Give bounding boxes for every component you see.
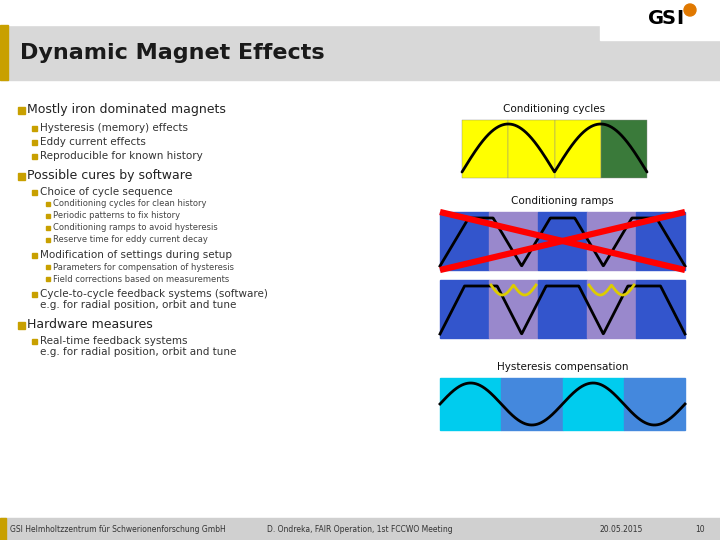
Text: Conditioning cycles for clean history: Conditioning cycles for clean history: [53, 199, 207, 208]
Bar: [562, 378, 624, 430]
Bar: [440, 378, 501, 430]
Bar: [538, 212, 587, 270]
Text: 20.05.2015: 20.05.2015: [600, 524, 644, 534]
Bar: [18, 321, 25, 328]
Bar: [32, 125, 37, 131]
Text: GSI Helmholtzzentrum für Schwerionenforschung GmbH: GSI Helmholtzzentrum für Schwerionenfors…: [10, 524, 226, 534]
Text: Dynamic Magnet Effects: Dynamic Magnet Effects: [20, 43, 325, 63]
Bar: [32, 153, 37, 159]
Bar: [46, 214, 50, 218]
Text: Eddy current effects: Eddy current effects: [40, 137, 146, 147]
Text: D. Ondreka, FAIR Operation, 1st FCCWO Meeting: D. Ondreka, FAIR Operation, 1st FCCWO Me…: [267, 524, 453, 534]
Bar: [32, 292, 37, 296]
Bar: [587, 280, 636, 338]
Bar: [600, 0, 720, 40]
Text: Hysteresis (memory) effects: Hysteresis (memory) effects: [40, 123, 188, 133]
Text: Conditioning ramps to avoid hysteresis: Conditioning ramps to avoid hysteresis: [53, 224, 217, 233]
Bar: [636, 212, 685, 270]
Bar: [32, 253, 37, 258]
Bar: [18, 106, 25, 113]
Text: Field corrections based on measurements: Field corrections based on measurements: [53, 274, 229, 284]
Bar: [32, 190, 37, 194]
Text: S: S: [662, 9, 676, 28]
Text: Cycle-to-cycle feedback systems (software): Cycle-to-cycle feedback systems (softwar…: [40, 289, 268, 299]
Text: G: G: [648, 9, 664, 28]
Bar: [0, 518, 720, 540]
Bar: [0, 25, 8, 80]
Text: Parameters for compensation of hysteresis: Parameters for compensation of hysteresi…: [53, 262, 234, 272]
Text: e.g. for radial position, orbit and tune: e.g. for radial position, orbit and tune: [40, 347, 236, 357]
Bar: [489, 280, 538, 338]
Bar: [46, 265, 50, 269]
Bar: [0, 25, 720, 80]
Text: 10: 10: [696, 524, 705, 534]
Circle shape: [684, 4, 696, 16]
Bar: [508, 120, 554, 178]
Bar: [32, 339, 37, 343]
Bar: [0, 0, 720, 25]
Bar: [32, 139, 37, 145]
Text: e.g. for radial position, orbit and tune: e.g. for radial position, orbit and tune: [40, 300, 236, 310]
Bar: [587, 212, 636, 270]
Text: Reserve time for eddy current decay: Reserve time for eddy current decay: [53, 235, 208, 245]
Bar: [600, 120, 647, 178]
Bar: [46, 238, 50, 242]
Text: I: I: [676, 9, 683, 28]
Bar: [46, 226, 50, 230]
Text: Reproducible for known history: Reproducible for known history: [40, 151, 203, 161]
Bar: [462, 120, 508, 178]
Bar: [554, 120, 600, 178]
Bar: [489, 212, 538, 270]
Bar: [636, 280, 685, 338]
Bar: [501, 378, 562, 430]
Text: Periodic patterns to fix history: Periodic patterns to fix history: [53, 212, 180, 220]
Text: Hysteresis compensation: Hysteresis compensation: [497, 362, 629, 372]
Bar: [538, 280, 587, 338]
Bar: [624, 378, 685, 430]
Bar: [440, 212, 489, 270]
Text: Possible cures by software: Possible cures by software: [27, 170, 192, 183]
Text: Choice of cycle sequence: Choice of cycle sequence: [40, 187, 173, 197]
Text: Hardware measures: Hardware measures: [27, 319, 153, 332]
Text: Conditioning ramps: Conditioning ramps: [511, 196, 614, 206]
Bar: [46, 202, 50, 206]
Text: Real-time feedback systems: Real-time feedback systems: [40, 336, 187, 346]
Bar: [0, 518, 6, 540]
Text: Modification of settings during setup: Modification of settings during setup: [40, 250, 232, 260]
Bar: [46, 277, 50, 281]
Text: Conditioning cycles: Conditioning cycles: [503, 104, 606, 114]
Bar: [18, 172, 25, 179]
Bar: [440, 280, 489, 338]
Text: Mostly iron dominated magnets: Mostly iron dominated magnets: [27, 104, 226, 117]
